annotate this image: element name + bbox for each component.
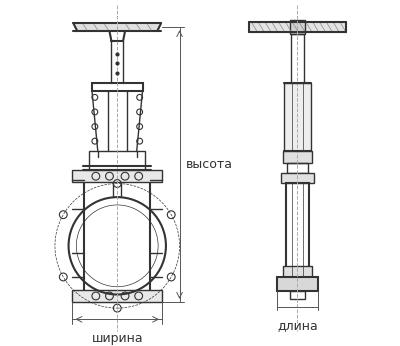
Bar <box>89 151 146 170</box>
Bar <box>281 173 314 183</box>
Text: высота: высота <box>185 158 232 171</box>
Bar <box>287 163 308 173</box>
Bar <box>84 170 150 302</box>
Bar <box>72 170 162 182</box>
Text: ширина: ширина <box>92 332 143 345</box>
Polygon shape <box>249 22 346 32</box>
Bar <box>290 34 304 83</box>
Bar <box>290 20 305 34</box>
Bar <box>286 183 309 277</box>
Bar <box>283 151 312 163</box>
Bar <box>284 83 311 151</box>
Bar <box>283 266 312 277</box>
Bar <box>72 290 162 302</box>
Bar <box>277 277 318 291</box>
Bar <box>92 83 142 91</box>
Polygon shape <box>74 24 161 31</box>
Bar <box>290 291 305 299</box>
Text: длина: длина <box>277 319 318 332</box>
